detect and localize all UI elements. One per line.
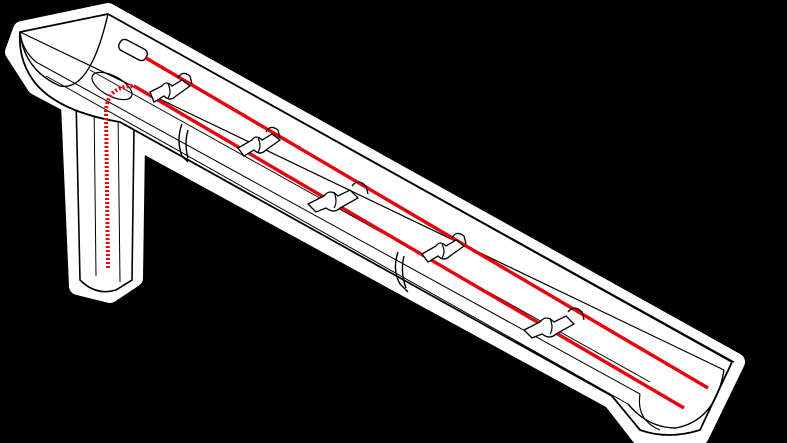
downpipe-outlet — [91, 71, 133, 101]
cable-clip-5 — [522, 307, 585, 339]
heating-cable-upper — [145, 56, 709, 390]
gutter-end-cap-left — [19, 13, 109, 88]
gutter-hanger-1 — [178, 123, 189, 163]
gutter-hanger-2 — [394, 251, 409, 293]
cable-clip-2 — [237, 126, 282, 157]
cable-end-seal — [118, 38, 148, 62]
cable-clip-3 — [306, 181, 369, 213]
heating-cable-lower — [133, 84, 685, 410]
cable-clip-straps — [167, 83, 553, 335]
gutter-end-cap-right — [627, 369, 725, 431]
cable-clip-4 — [421, 232, 467, 263]
